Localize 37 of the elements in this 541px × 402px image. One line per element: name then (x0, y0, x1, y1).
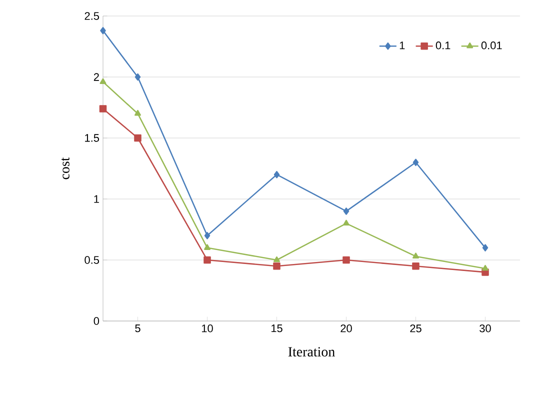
x-axis-title: Iteration (288, 347, 335, 356)
y-tick-label: 2 (94, 73, 99, 81)
y-tick-label: 0 (94, 317, 100, 325)
x-tick-label: 25 (410, 324, 422, 332)
x-tick-label: 30 (480, 324, 491, 332)
y-tick-label: 1.5 (85, 134, 100, 142)
point (204, 232, 210, 240)
x-tick-label: 20 (340, 324, 352, 332)
point (482, 244, 488, 252)
y-tick-label: 2.5 (84, 12, 100, 20)
point (412, 252, 419, 258)
point (482, 264, 488, 271)
point (412, 158, 419, 166)
point (134, 110, 141, 116)
y-tick-label: 1 (94, 195, 99, 203)
legend-label: 1 (400, 42, 405, 50)
point (134, 134, 142, 142)
y-axis-title: cost (61, 157, 70, 180)
point (343, 208, 350, 215)
point (204, 256, 211, 264)
point (342, 256, 350, 264)
point (134, 73, 141, 81)
point (274, 256, 280, 262)
legend-label: 0.1 (436, 42, 450, 50)
y-tick-label: 0.5 (84, 256, 100, 264)
x-tick-label: 5 (135, 324, 140, 332)
point (100, 78, 106, 84)
point (99, 105, 107, 112)
point (273, 262, 280, 270)
point (412, 262, 420, 270)
point (274, 170, 280, 178)
x-tick-label: 10 (202, 324, 213, 332)
legend-label: 0.01 (481, 42, 502, 50)
point (343, 220, 350, 226)
point (100, 27, 106, 34)
x-tick-label: 15 (271, 324, 282, 332)
point (204, 244, 210, 250)
